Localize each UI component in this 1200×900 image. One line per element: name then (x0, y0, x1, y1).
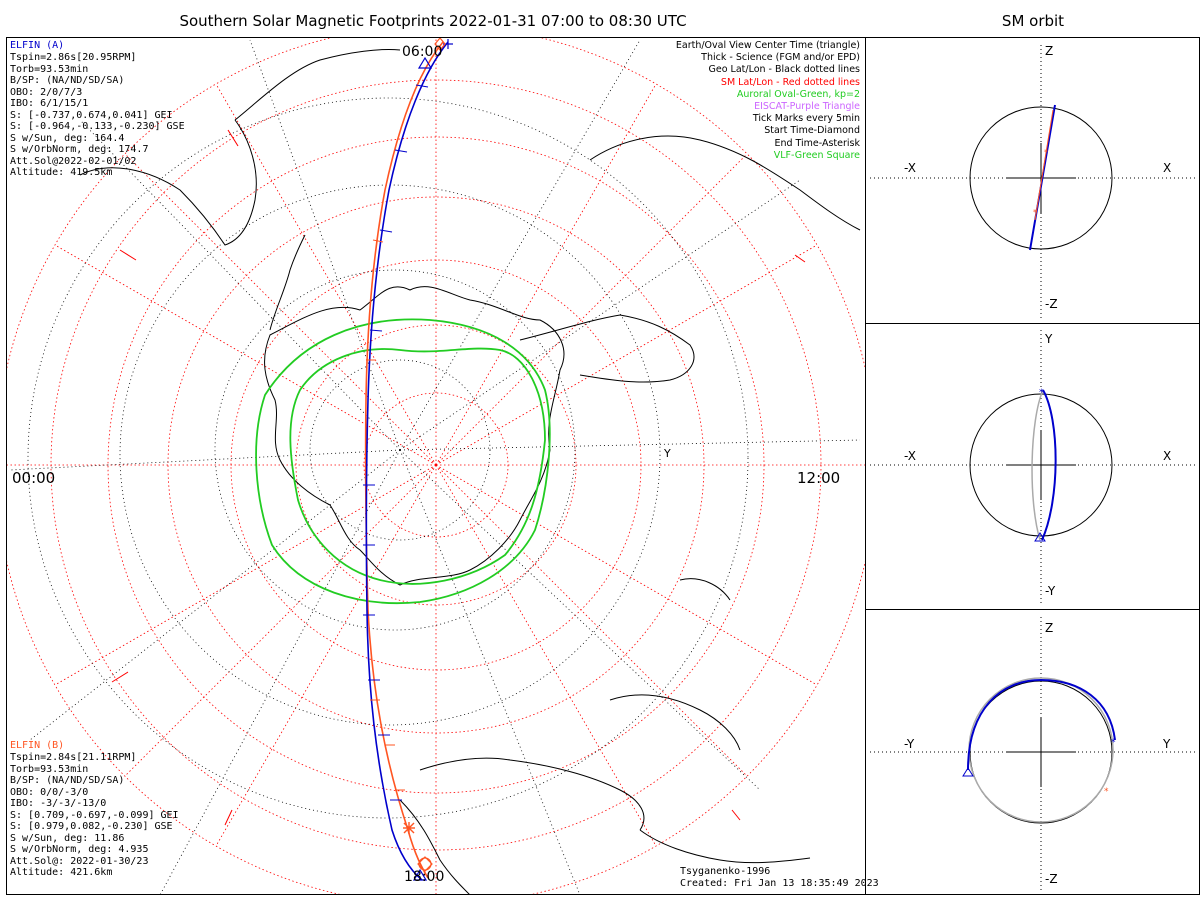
panel1-bottom-label: -Z (1045, 297, 1058, 311)
hour-label-top: 06:00 (402, 44, 443, 60)
probe-a-info: Tspin=2.86s[20.95RPM] Torb=93.53min B/SP: … (10, 52, 185, 179)
probe-a-info-line: S: [-0.964,-0.133,-0.230] GSE (10, 121, 185, 132)
legend-item: Tick Marks every 5min (752, 113, 860, 125)
probe-b-info-line: B/SP: (NA/ND/SD/SA) (10, 775, 125, 786)
probe-a-info-line: Tspin=2.86s[20.95RPM] (10, 52, 137, 63)
orbit-panel-yz: * * (870, 617, 1198, 892)
probe-b-track (364, 41, 444, 879)
probe-b-end-asterisk (403, 822, 415, 834)
panel1-left-label: -X (904, 161, 916, 175)
created-label: Created: Fri Jan 13 18:35:49 2023 (680, 878, 879, 889)
probe-a-info-line: Altitude: 419.5km (10, 167, 113, 178)
svg-text:*: * (1033, 208, 1037, 217)
probe-b-top-diamond (434, 38, 446, 51)
plot-title: Southern Solar Magnetic Footprints 2022-… (179, 12, 687, 30)
probe-a-track (365, 41, 449, 881)
probe-b-start-diamond (417, 856, 433, 872)
legend-item: EISCAT-Purple Triangle (754, 101, 860, 113)
panel2-left-label: -X (904, 449, 916, 463)
svg-text:*: * (1104, 787, 1109, 797)
probe-b-info-line: IBO: -3/-3/-13/0 (10, 798, 107, 809)
panel1-right-label: X (1163, 161, 1172, 175)
legend-item: SM Lat/Lon - Red dotted lines (720, 76, 860, 88)
probe-b-name: ELFIN (B) (10, 740, 65, 751)
probe-a-info-line: Torb=93.53min (10, 63, 89, 75)
panel2-bottom-label: -Y (1045, 584, 1056, 598)
auroral-ovals (255, 318, 551, 604)
panel1-top-label: Z (1045, 44, 1054, 58)
probe-b-info: Tspin=2.84s[21.11RPM] Torb=93.53min B/SP: … (10, 752, 179, 879)
probe-a-center-triangle (417, 56, 433, 69)
svg-text:*: * (1111, 738, 1116, 748)
panel3-bottom-label: -Z (1045, 872, 1058, 886)
legend-item: Auroral Oval-Green, kp=2 (736, 88, 860, 100)
hour-label-left: 00:00 (12, 469, 56, 487)
sm-outer-ticks (111, 129, 806, 826)
panel3-right-label: Y (1163, 737, 1171, 751)
svg-text:*: * (1044, 148, 1048, 157)
probe-b-info-line: S w/OrbNorm, deg: 4.935 (10, 844, 149, 855)
probe-b-info-line: OBO: 0/0/-3/0 (10, 786, 89, 798)
panel2-right-label: X (1163, 449, 1172, 463)
probe-b-ticks (366, 239, 405, 791)
y-axis-label: Y (664, 447, 671, 460)
legend: Earth/Oval View Center Time (triangle) Th… (676, 40, 860, 162)
probe-a-name: ELFIN (A) (10, 40, 65, 51)
hour-label-bottom: 18:00 (404, 869, 445, 885)
probe-a-ticks (363, 84, 429, 801)
orbit-panel-title: SM orbit (1001, 12, 1065, 30)
probe-a-info-line: B/SP: (NA/ND/SD/SA) (10, 75, 125, 86)
orbit-panel-xy: * (870, 330, 1198, 605)
geo-latitude-circles (27, 97, 749, 819)
probe-b-info-line: S: [0.979,0.082,-0.230] GSE (10, 821, 173, 832)
panel3-left-label: -Y (904, 737, 915, 751)
probe-b-info-line: S: [0.709,-0.697,-0.099] GEI (10, 809, 179, 821)
legend-item: VLF-Green Square (773, 149, 860, 161)
legend-item: Thick - Science (FGM and/or EPD) (701, 52, 860, 64)
legend-item: Geo Lat/Lon - Black dotted lines (708, 64, 860, 76)
coastlines (79, 49, 861, 894)
probe-a-start-triangle (412, 868, 428, 881)
probe-b-info-line: Altitude: 421.6km (10, 867, 113, 878)
probe-b-info-line: Att.Sol@: 2022-01-30/23 (10, 855, 149, 867)
probe-a-info-line: IBO: 6/1/15/1 (10, 98, 89, 109)
sm-meridians (7, 38, 865, 894)
svg-text:*: * (1039, 388, 1044, 398)
hour-label-right: 12:00 (797, 469, 841, 487)
probe-b-info-line: Torb=93.53min (10, 763, 89, 775)
panel3-top-label: Z (1045, 621, 1054, 635)
panel2-top-label: Y (1045, 332, 1053, 346)
legend-item: Start Time-Diamond (764, 125, 860, 137)
model-label: Tsyganenko-1996 (680, 866, 771, 877)
probe-a-info-line: OBO: 2/0/7/3 (10, 86, 83, 98)
geo-meridians (9, 39, 861, 894)
probe-a-info-line: Att.Sol@2022-02-01/02 (10, 155, 137, 167)
legend-item: End Time-Asterisk (774, 137, 860, 149)
probe-a-info-line: S w/OrbNorm, deg: 174.7 (10, 144, 149, 155)
probe-b-info-line: S w/Sun, deg: 11.86 (10, 832, 125, 844)
orbit-panel-xz: * * (870, 45, 1198, 318)
probe-a-info-line: S: [-0.737,0.674,0.041] GEI (10, 109, 173, 121)
probe-a-info-line: S w/Sun, deg: 164.4 (10, 132, 125, 144)
probe-b-info-line: Tspin=2.84s[21.11RPM] (10, 752, 137, 763)
legend-item: Earth/Oval View Center Time (triangle) (675, 40, 860, 51)
